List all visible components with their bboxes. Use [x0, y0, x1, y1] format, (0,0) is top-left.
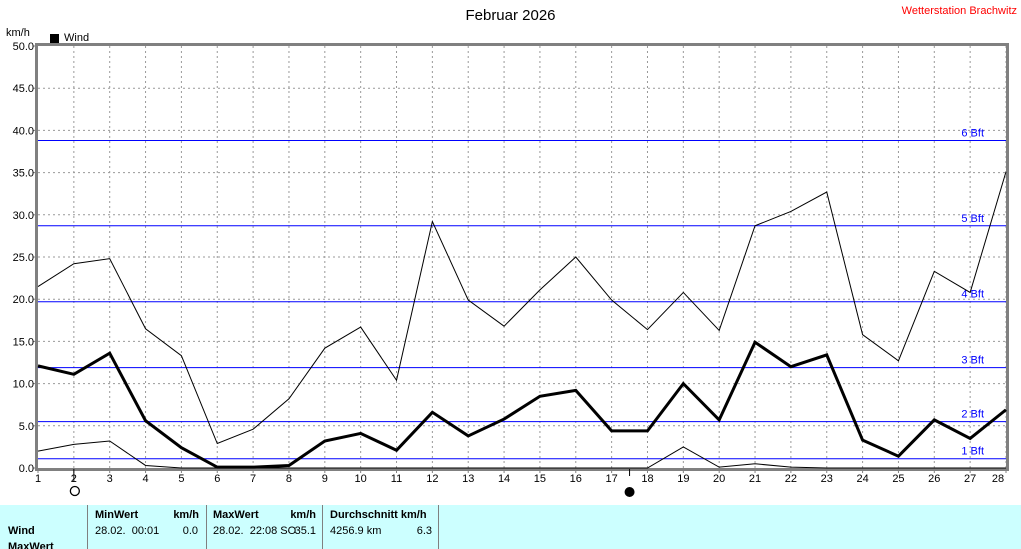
avg-distance: 4256.9 km [330, 525, 382, 537]
wind-avg-line [37, 340, 1007, 469]
y-tick-label: 35.0 [13, 168, 34, 180]
y-tick-label: 10.0 [13, 379, 34, 391]
station-name: Wetterstation Brachwitz [901, 5, 1017, 17]
x-tick-label: 22 [785, 473, 797, 485]
x-tick-label: 17 [606, 473, 618, 485]
y-tick-label: 0.0 [19, 463, 34, 475]
x-tick-label: 4 [142, 473, 148, 485]
x-tick-label: 28 [992, 473, 1004, 485]
maxwert-unit: km/h [290, 509, 316, 521]
x-tick-label: 15 [534, 473, 546, 485]
avg-header: Durchschnitt km/h [330, 509, 427, 521]
y-tick-label: 15.0 [13, 336, 34, 348]
x-tick-label: 3 [107, 473, 113, 485]
legend-label: Wind [64, 32, 90, 44]
minwert-header: MinWert [95, 509, 139, 521]
x-tick-label: 26 [928, 473, 940, 485]
new-moon-icon [624, 487, 635, 497]
x-tick-label: 5 [178, 473, 184, 485]
page-title: Februar 2026 [465, 7, 556, 24]
y-tick-label: 30.0 [13, 210, 34, 222]
x-tick-label: 18 [641, 473, 653, 485]
minwert-date: 28.02. 00:01 [95, 525, 160, 537]
y-tick-label: 5.0 [19, 421, 34, 433]
y-axis-unit-label: km/h [6, 27, 30, 39]
beaufort-label: 6 Bft [961, 128, 984, 140]
x-tick-label: 12 [426, 473, 438, 485]
x-tick-label: 14 [498, 473, 510, 485]
y-tick-label: 40.0 [13, 125, 34, 137]
x-tick-label: 9 [322, 473, 328, 485]
y-tick-label: 50.0 [13, 41, 34, 53]
beaufort-label: 3 Bft [961, 355, 984, 367]
x-tick-label: 11 [391, 473, 402, 485]
y-tick-label: 45.0 [13, 83, 34, 95]
beaufort-label: 5 Bft [961, 213, 984, 225]
table-divider [206, 505, 207, 549]
wind-max-line [37, 171, 1007, 445]
wind-legend-swatch-icon [50, 33, 59, 43]
table-divider [87, 505, 88, 549]
x-tick-label: 27 [964, 473, 976, 485]
table-divider [438, 505, 439, 549]
x-tick-label: 6 [214, 473, 220, 485]
row-label-maxwert: MaxWert [8, 541, 54, 549]
avg-value: 6.3 [416, 525, 432, 537]
maxwert-header: MaxWert [213, 509, 259, 521]
x-tick-label: 24 [856, 473, 868, 485]
x-tick-label: 16 [570, 473, 582, 485]
minwert-unit: km/h [173, 509, 199, 521]
maxwert-value: 35.1 [294, 525, 316, 537]
x-tick-label: 1 [35, 473, 41, 485]
beaufort-label: 4 Bft [961, 289, 984, 301]
beaufort-label: 1 Bft [961, 446, 984, 458]
plot-border [35, 43, 1009, 471]
minwert-value: 0.0 [182, 525, 198, 537]
x-tick-label: 23 [821, 473, 833, 485]
maxwert-date: 28.02. 22:08 SO [213, 525, 297, 537]
x-tick-label: 25 [892, 473, 904, 485]
y-tick-label: 25.0 [13, 252, 34, 264]
x-tick-label: 19 [677, 473, 689, 485]
y-tick-label: 20.0 [13, 294, 34, 306]
beaufort-label: 2 Bft [961, 409, 984, 421]
row-label-wind: Wind [8, 525, 35, 537]
x-tick-label: 7 [250, 473, 256, 485]
legend: Wind [50, 32, 89, 44]
x-tick-label: 13 [462, 473, 474, 485]
x-tick-label: 10 [355, 473, 367, 485]
table-divider [322, 505, 323, 549]
x-tick-label: 8 [286, 473, 292, 485]
wind-min-line [37, 440, 1006, 469]
x-tick-label: 20 [713, 473, 725, 485]
full-moon-icon [69, 485, 81, 497]
x-tick-label: 21 [749, 473, 761, 485]
stats-table: MinWert km/h MaxWert km/h Durchschnitt k… [0, 505, 1021, 549]
